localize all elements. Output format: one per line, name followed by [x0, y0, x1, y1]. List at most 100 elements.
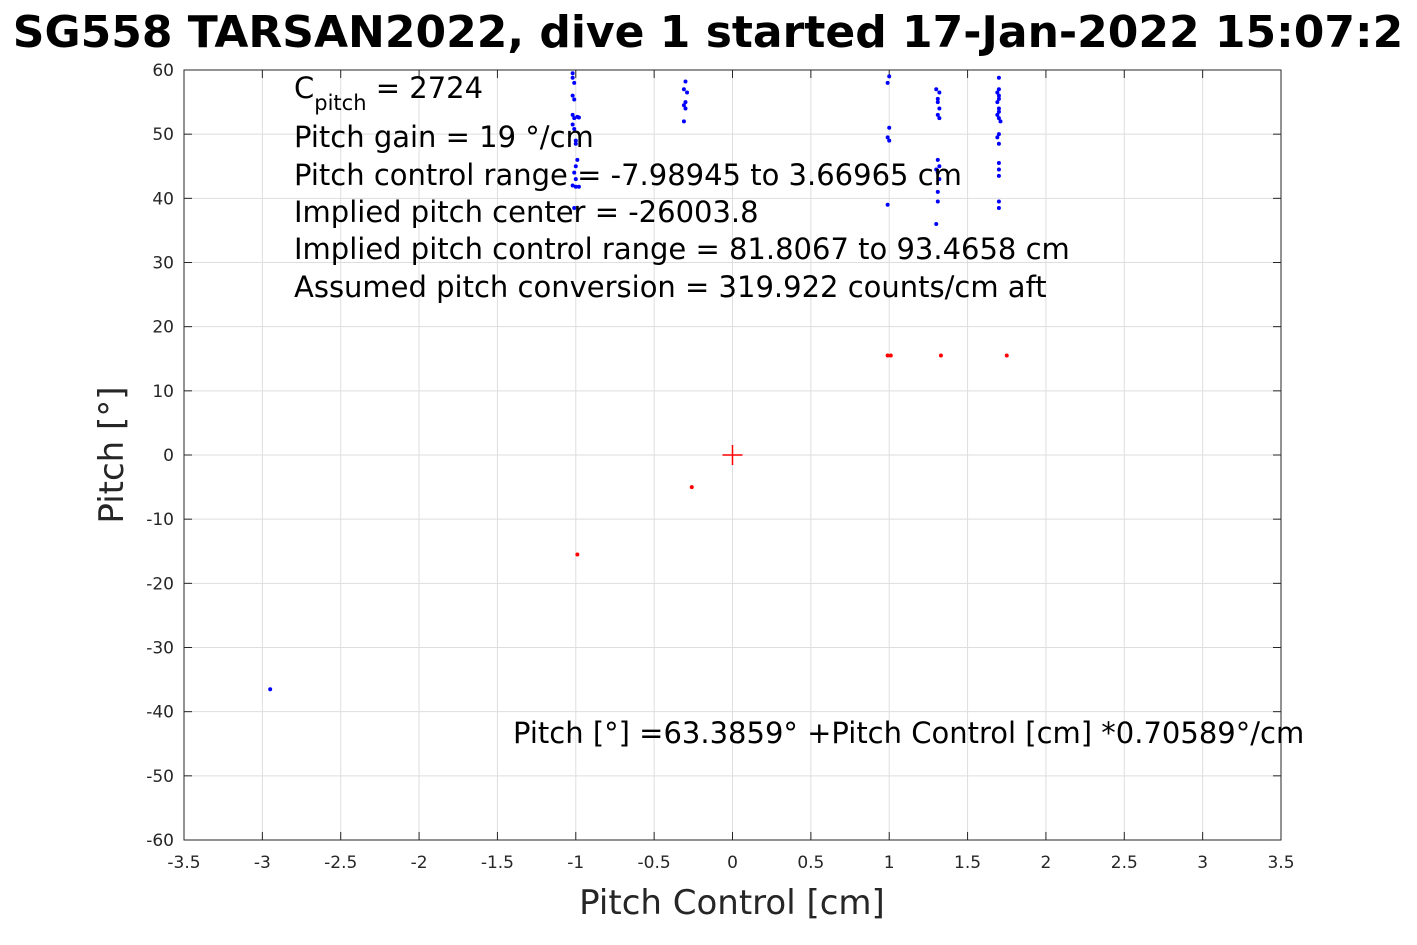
blue-data-point [885, 135, 890, 140]
x-tick-label: 1.5 [954, 853, 981, 873]
blue-data-point [885, 80, 890, 85]
blue-data-point [934, 167, 939, 172]
blue-data-point [268, 687, 273, 692]
y-tick-label: 30 [152, 254, 174, 274]
fit-equation-annotation: Pitch [°] =63.3859° +Pitch Control [cm] … [513, 716, 1304, 750]
y-tick-label: -20 [146, 574, 174, 594]
blue-data-point [935, 96, 940, 101]
blue-data-point [572, 205, 577, 210]
x-tick-label: -3 [254, 853, 271, 873]
blue-data-point [996, 167, 1001, 172]
blue-data-point [887, 74, 892, 79]
blue-data-point [570, 112, 575, 117]
x-tick-label: 0.5 [797, 853, 824, 873]
x-tick-label: 0 [727, 853, 738, 873]
blue-data-point [572, 116, 577, 121]
blue-data-point [570, 93, 575, 98]
blue-data-point [572, 80, 577, 85]
pitch-gain-annotation: Pitch gain = 19 °/cm [294, 120, 594, 154]
blue-data-point [570, 71, 575, 76]
blue-data-point [935, 199, 940, 204]
blue-data-point [996, 141, 1001, 146]
blue-data-point [996, 173, 1001, 178]
blue-data-point [573, 177, 578, 182]
y-axis-label: Pitch [°] [92, 386, 132, 523]
blue-data-point [996, 109, 1001, 114]
blue-data-point [570, 75, 575, 80]
blue-data-point [934, 87, 939, 92]
data-points [268, 71, 1009, 692]
blue-data-point [996, 116, 1001, 121]
blue-data-point [996, 205, 1001, 210]
implied-center-annotation: Implied pitch center = -26003.8 [294, 195, 759, 229]
blue-data-point [937, 106, 942, 111]
x-tick-label: 3 [1197, 853, 1208, 873]
y-tick-label: 10 [152, 382, 174, 402]
x-tick-label: 2.5 [1111, 853, 1138, 873]
blue-data-point [683, 106, 688, 111]
blue-data-point [887, 125, 892, 130]
blue-data-point [572, 127, 577, 132]
blue-data-point [935, 157, 940, 162]
y-tick-label: 60 [152, 61, 174, 81]
red-data-point [888, 353, 893, 358]
y-tick-label: -10 [146, 510, 174, 530]
y-tick-label: 0 [163, 446, 174, 466]
y-tick-label: -40 [146, 703, 174, 723]
y-tick-label: -50 [146, 767, 174, 787]
conversion-annotation: Assumed pitch conversion = 319.922 count… [294, 270, 1047, 304]
blue-data-point [995, 100, 1000, 105]
x-tick-label: 2 [1041, 853, 1052, 873]
x-tick-label: 3.5 [1267, 853, 1294, 873]
blue-data-point [885, 202, 890, 207]
blue-data-point [935, 100, 940, 105]
blue-data-point [935, 189, 940, 194]
blue-data-point [937, 116, 942, 121]
y-tick-label: -30 [146, 639, 174, 659]
blue-data-point [996, 132, 1001, 137]
x-tick-label: -3.5 [167, 853, 200, 873]
blue-data-point [996, 161, 1001, 166]
x-tick-label: -1.5 [481, 853, 514, 873]
blue-data-point [683, 79, 688, 84]
blue-data-point [995, 135, 1000, 140]
blue-data-point [996, 87, 1001, 92]
blue-data-point [887, 138, 892, 143]
blue-data-point [996, 75, 1001, 80]
x-tick-label: -2.5 [324, 853, 357, 873]
blue-data-point [937, 164, 942, 169]
blue-data-point [573, 184, 578, 189]
blue-data-point [995, 90, 1000, 95]
grid-lines [184, 70, 1281, 840]
chart-title: SG558 TARSAN2022, dive 1 started 17-Jan-… [13, 7, 1403, 58]
blue-data-point [998, 119, 1003, 124]
blue-data-point [572, 170, 577, 175]
blue-data-point [576, 184, 581, 189]
blue-data-point [572, 97, 577, 102]
red-data-point [938, 353, 943, 358]
red-data-point [689, 485, 694, 490]
x-tick-label: -1 [567, 853, 584, 873]
c-pitch-subscript: pitch [314, 91, 366, 115]
x-tick-label: 1 [884, 853, 895, 873]
blue-data-point [570, 183, 575, 188]
blue-data-point [937, 90, 942, 95]
x-axis-label: Pitch Control [cm] [579, 883, 885, 923]
blue-data-point [681, 119, 686, 124]
blue-data-point [575, 157, 580, 162]
blue-data-point [576, 115, 581, 120]
blue-data-point [681, 103, 686, 108]
c-pitch-main: C [294, 71, 314, 105]
c-pitch-annotation: Cpitch = 2724 [294, 71, 483, 115]
control-range-annotation: Pitch control range = -7.98945 to 3.6696… [294, 158, 962, 192]
blue-data-point [681, 87, 686, 92]
x-tick-label: -2 [411, 853, 428, 873]
y-tick-label: 40 [152, 189, 174, 209]
blue-data-point [934, 222, 939, 226]
y-tick-label: 20 [152, 318, 174, 338]
blue-data-point [935, 112, 940, 117]
implied-range-annotation: Implied pitch control range = 81.8067 to… [294, 232, 1070, 266]
blue-data-point [996, 96, 1001, 101]
red-data-point [1004, 353, 1009, 358]
